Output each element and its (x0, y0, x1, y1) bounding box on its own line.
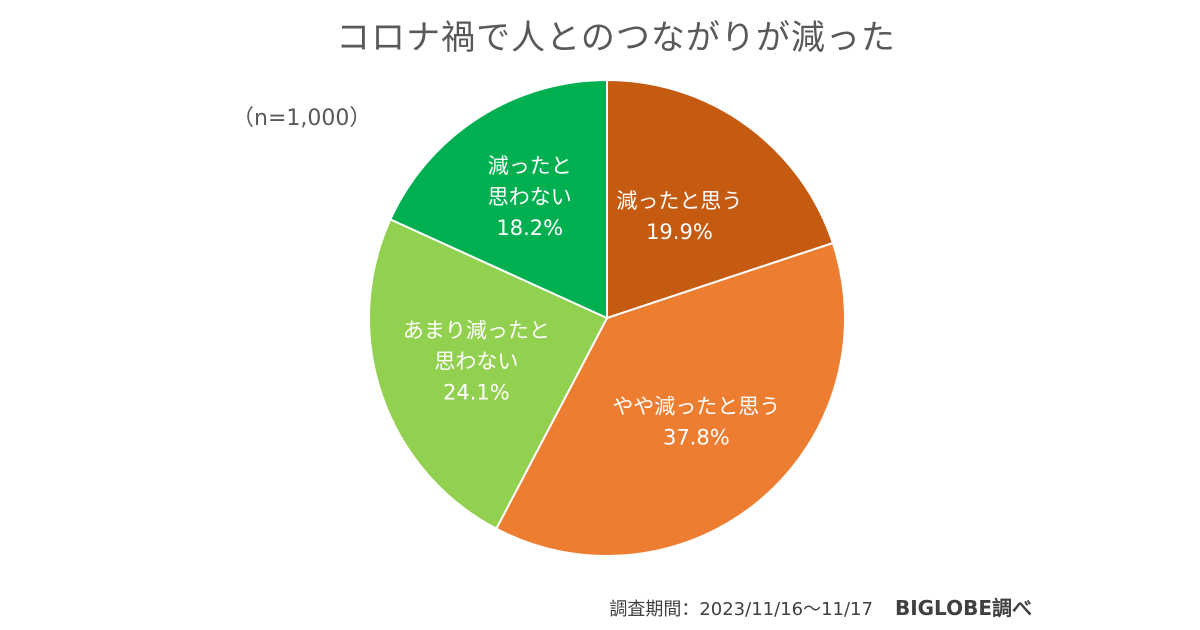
source-credit: BIGLOBE調べ (894, 596, 1032, 620)
survey-period: 調査期間：2023/11/16〜11/17 (609, 599, 873, 620)
slice-value-not-decreased: 18.2% (496, 216, 563, 240)
slice-label-decreased: 減ったと思う (616, 189, 742, 213)
slice-label-not-decreased: 減ったと (488, 154, 572, 178)
slice-value-not-really-decreased: 24.1% (443, 381, 510, 405)
slice-label-not-really-decreased: 思わない (434, 350, 518, 374)
footer: 調査期間：2023/11/16〜11/17 BIGLOBE調べ (609, 592, 1032, 621)
slice-label-not-decreased: 思わない (488, 185, 572, 209)
chart-title: コロナ禍で人とのつながりが減った (336, 18, 896, 58)
pie-slice-not-decreased (389, 78, 608, 320)
slice-value-decreased: 19.9% (646, 220, 713, 244)
slice-value-somewhat-decreased: 37.8% (663, 426, 730, 450)
sample-size-note: （n=1,000） (232, 106, 372, 131)
pie-slice-decreased (606, 78, 835, 320)
pie-slice-not-really-decreased (368, 218, 609, 531)
slice-label-not-really-decreased: あまり減ったと (403, 319, 550, 343)
pie-slice-somewhat-decreased (494, 241, 846, 557)
slice-label-somewhat-decreased: やや減ったと思う (612, 395, 780, 419)
